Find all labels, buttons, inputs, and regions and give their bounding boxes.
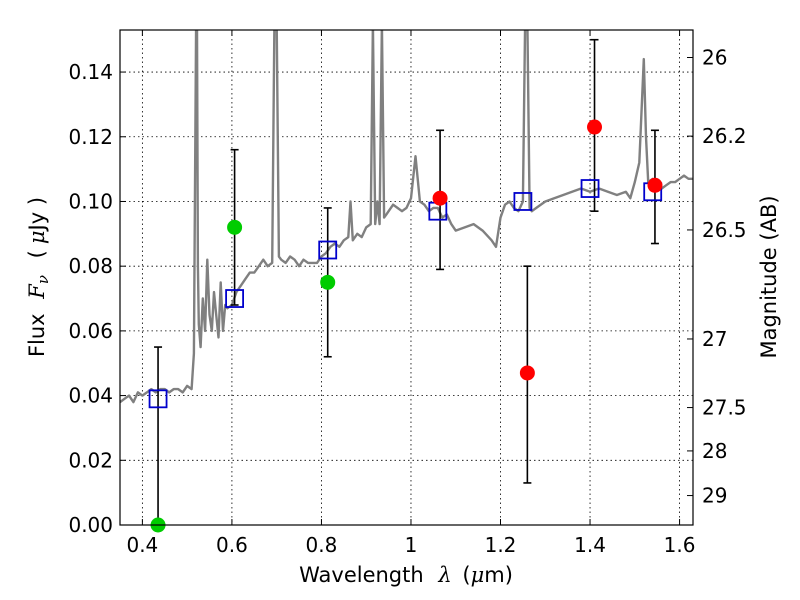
x-tick-label: 1.6 — [664, 533, 696, 557]
mag-tick-label: 27 — [702, 327, 727, 351]
mag-tick-label: 29 — [702, 484, 727, 508]
x-tick-label: 1.4 — [574, 533, 606, 557]
model-photometry-point — [318, 240, 338, 260]
y-tick-label: 0.00 — [68, 513, 113, 537]
spectrum-line — [120, 30, 693, 404]
infrared-point — [587, 119, 603, 135]
y-axis-label: Flux Fν ( μJy ) — [25, 197, 53, 357]
x-axis-label-prefix: Wavelength — [299, 563, 424, 587]
marker-layer — [148, 38, 663, 533]
model-photometry-point — [580, 179, 600, 198]
mag-tick-label: 26.5 — [702, 218, 747, 242]
infrared-point — [519, 365, 535, 381]
x-tick-label: 0.4 — [126, 533, 158, 557]
x-axis-label-rest: m) — [484, 563, 513, 587]
mag-tick-label: 26 — [702, 46, 727, 70]
plot-border — [119, 29, 694, 526]
x-axis-label-mu: μ — [471, 563, 485, 587]
mag-tick-label: 28 — [702, 439, 727, 463]
y-tick-label: 0.08 — [68, 254, 113, 278]
x-tick-label: 0.8 — [306, 533, 338, 557]
x-axis-label-open: ( — [462, 563, 470, 587]
plot-frame-group — [120, 30, 693, 525]
infrared-point — [647, 177, 663, 193]
y-tick-label: 0.10 — [68, 189, 113, 213]
x-axis-label: Wavelength λ (μm) — [299, 563, 513, 587]
optical-point — [227, 219, 243, 235]
y-tick-label: 0.06 — [68, 319, 113, 343]
mag-tick-label: 26.2 — [702, 124, 747, 148]
y-axis-label-open: ( — [25, 250, 49, 258]
optical-point — [320, 274, 336, 290]
grid-lines — [120, 30, 693, 526]
y-axis-label-mu: μ — [25, 230, 49, 244]
y-axis-label-prefix: Flux — [25, 313, 49, 357]
model-photometry-point — [513, 192, 533, 211]
y-tick-label: 0.12 — [68, 125, 113, 149]
mag-tick-label: 27.5 — [702, 396, 747, 420]
x-tick-label: 1 — [405, 533, 418, 557]
x-axis-label-symbol: λ — [437, 563, 451, 587]
y2-axis-label: Magnitude (AB) — [757, 195, 781, 358]
y-tick-label: 0.14 — [68, 60, 113, 84]
y-axis-label-subscript: ν — [34, 275, 52, 284]
plot-background — [120, 30, 693, 525]
infrared-point — [432, 190, 448, 206]
y-tick-label: 0.02 — [68, 448, 113, 472]
y-axis-label-symbol: F — [25, 283, 49, 300]
model-photometry-point — [148, 389, 168, 409]
y-tick-label: 0.04 — [68, 384, 113, 408]
x-tick-label: 0.6 — [216, 533, 248, 557]
x-tick-label: 1.2 — [485, 533, 517, 557]
y-axis-label-rest: Jy ) — [25, 197, 49, 233]
tick-layer: 0.4 0.6 0.8 1 1.2 1.4 1.6 0.00 0.02 0.04 0.06 0.08 0… — [68, 30, 747, 557]
data-layer — [120, 30, 693, 404]
model-photometry-point — [225, 289, 245, 308]
